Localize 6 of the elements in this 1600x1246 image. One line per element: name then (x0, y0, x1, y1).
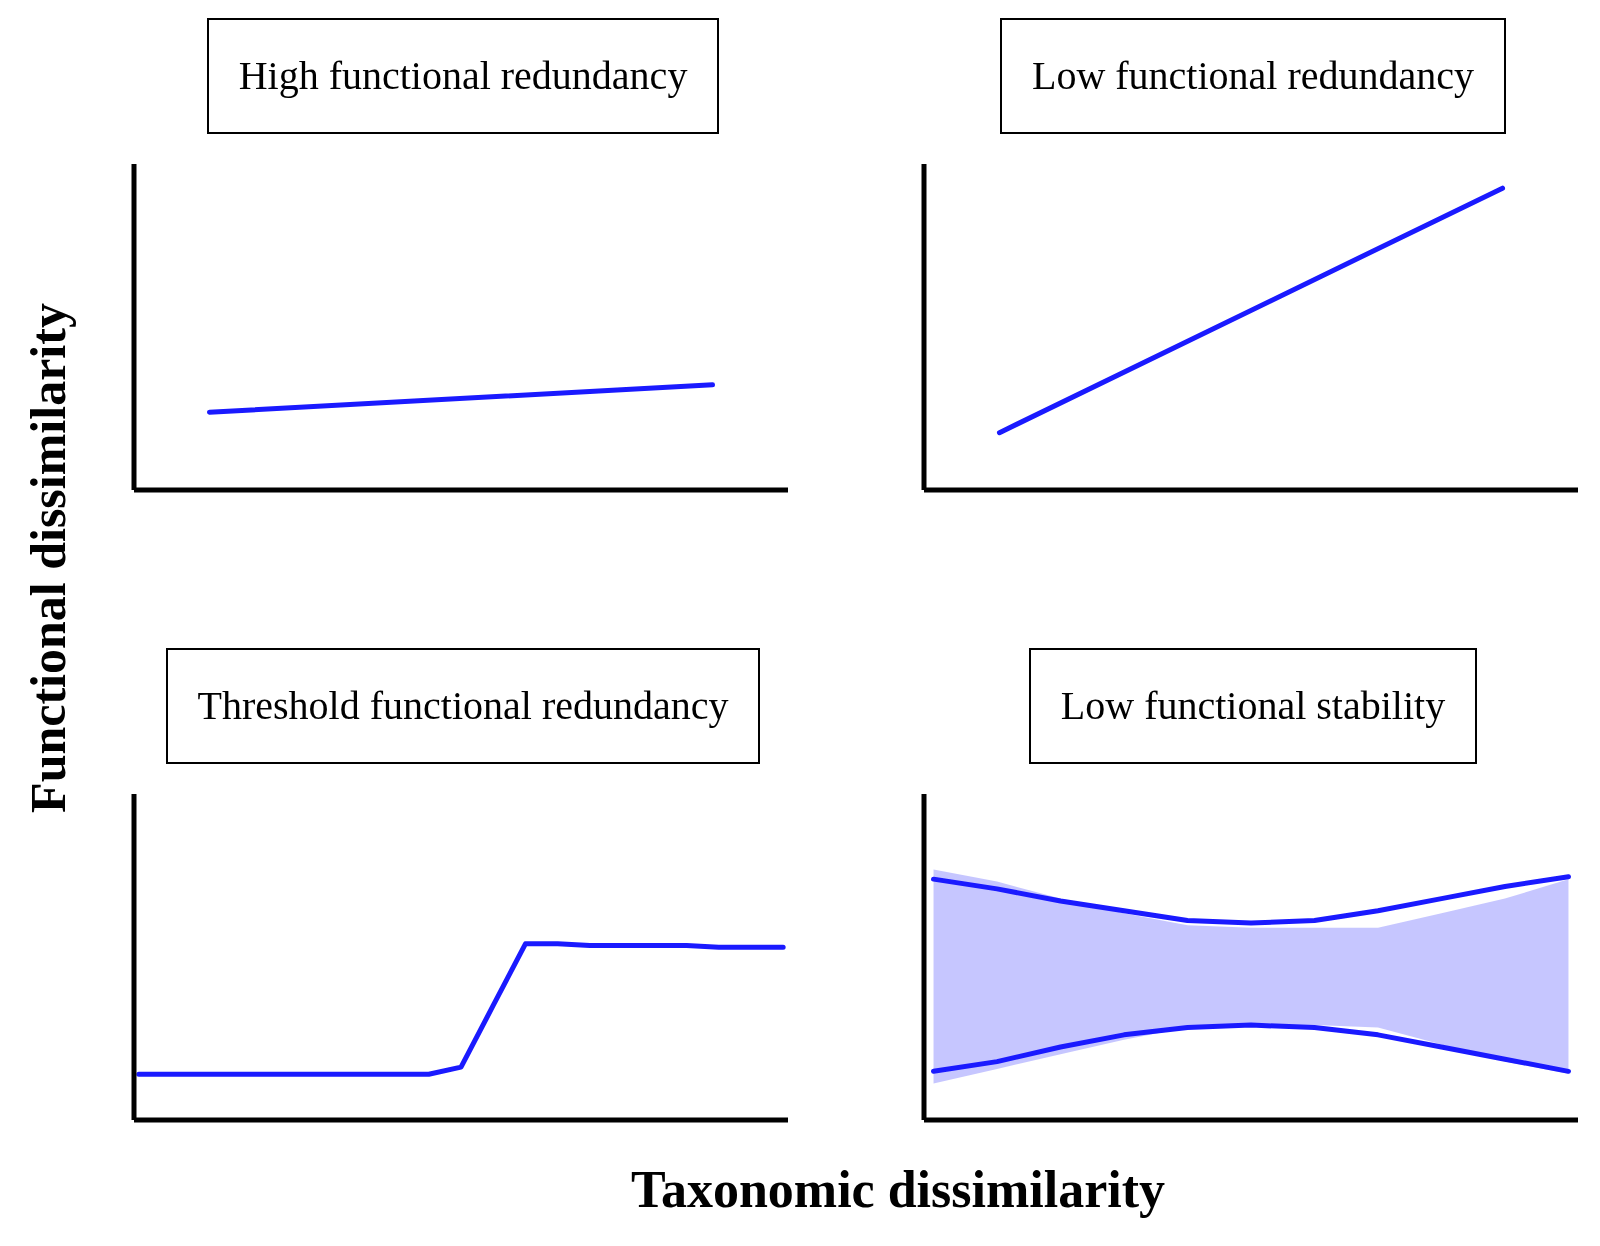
chart-title: Low functional stability (1028, 648, 1478, 764)
chart-title: High functional redundancy (206, 18, 720, 134)
chart-title: Threshold functional redundancy (165, 648, 761, 764)
chart-title: Low functional redundancy (999, 18, 1507, 134)
y-axis-title: Functional dissimilarity (19, 303, 77, 813)
x-axis-title: Taxonomic dissimilarity (630, 1160, 1166, 1220)
